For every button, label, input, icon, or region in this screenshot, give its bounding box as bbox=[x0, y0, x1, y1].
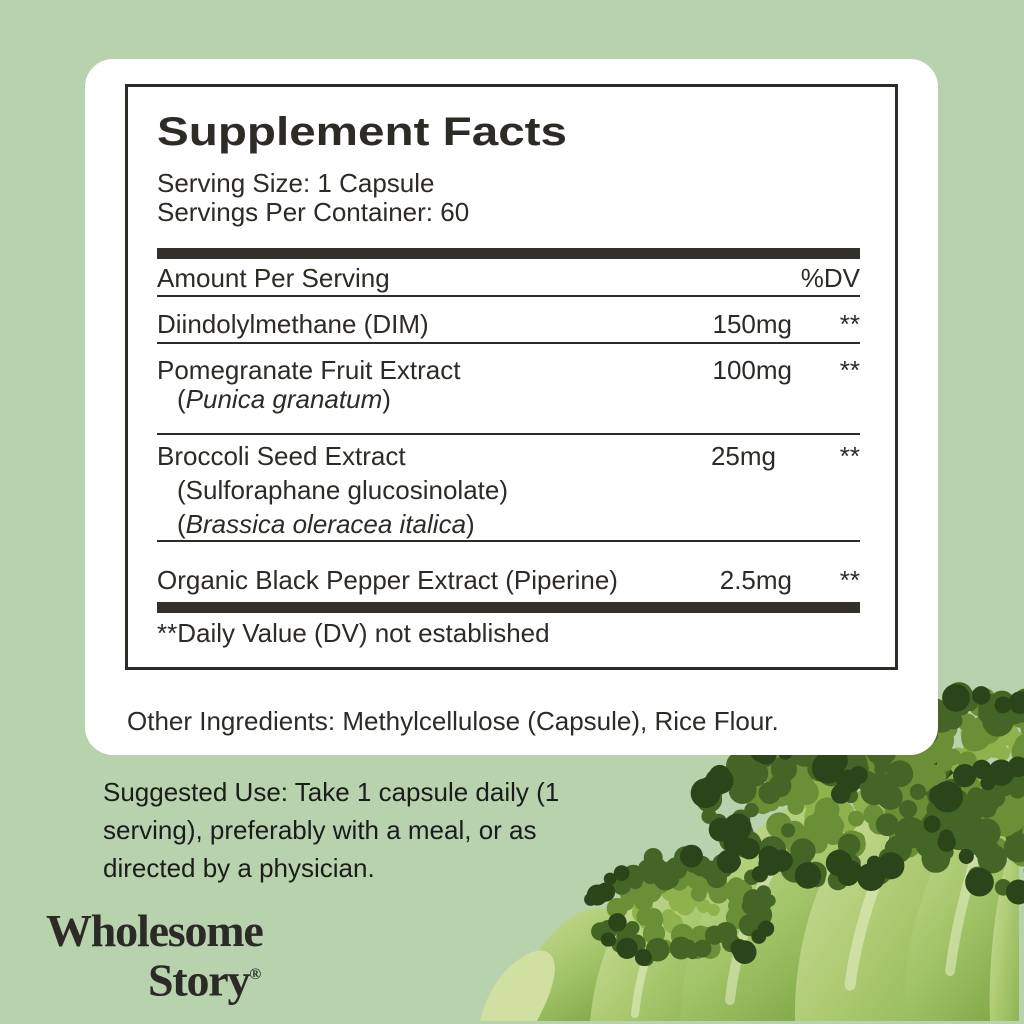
svg-text:Supplement Facts: Supplement Facts bbox=[157, 110, 567, 154]
